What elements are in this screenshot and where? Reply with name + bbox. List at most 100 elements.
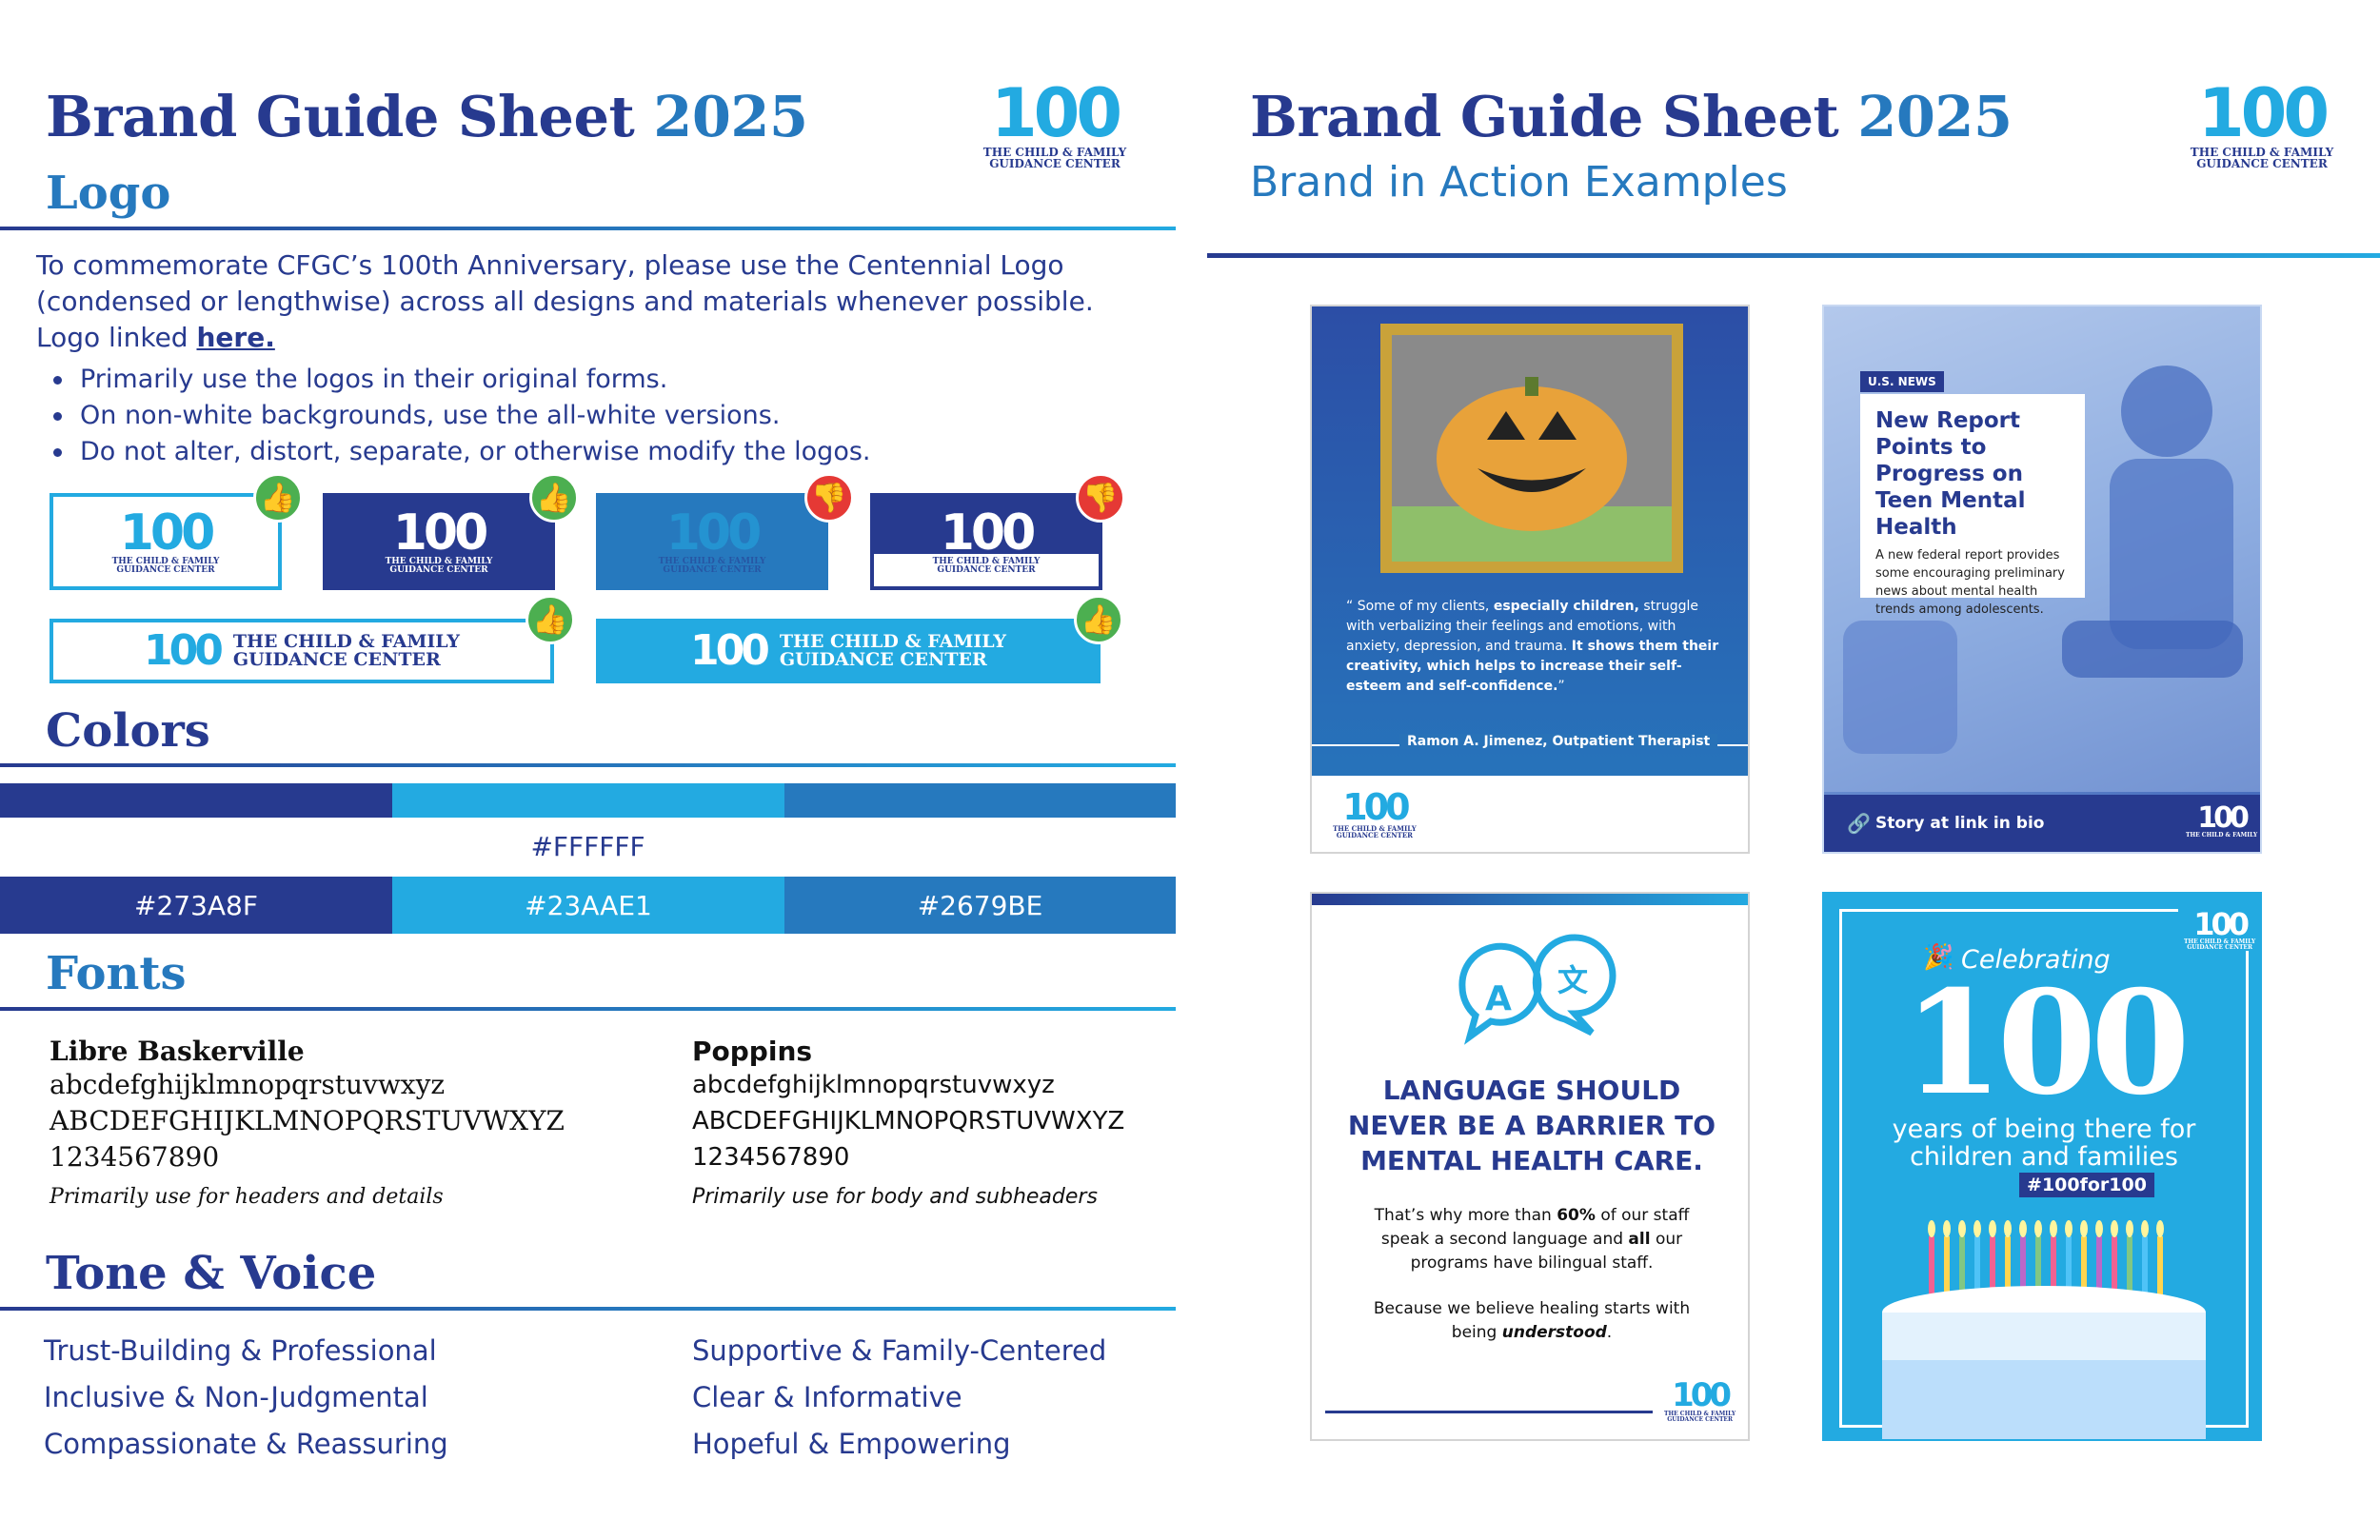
swatch-top-sky — [392, 783, 784, 818]
fonts-section-rule — [0, 1007, 1176, 1011]
logo-example-split-bg: 100 THE CHILD & FAMILY GUIDANCE CENTER — [870, 493, 1102, 590]
quote-plain-1: Some of my clients, — [1357, 599, 1490, 614]
tone-item: Hopeful & Empowering — [692, 1428, 1011, 1460]
language-paragraph-1: That’s why more than 60% of our staff sp… — [1359, 1204, 1704, 1275]
language-card-top-bar — [1312, 894, 1748, 905]
logo-line1: THE CHILD & FAMILY — [232, 631, 460, 652]
logo-variant-incorrect: 100 THE CHILD & FAMILY GUIDANCE CENTER — [933, 508, 1041, 575]
swatch-navy: #273A8F — [0, 877, 392, 934]
logo-variant-incorrect: 100 THE CHILD & FAMILY GUIDANCE CENTER — [659, 508, 766, 575]
logo-number: 100 — [2193, 906, 2250, 942]
logo-line2: GUIDANCE CENTER — [116, 565, 215, 575]
pumpkin-drawing-image — [1392, 335, 1672, 562]
colors-section-heading: Colors — [46, 704, 210, 758]
right-title-text: Brand Guide Sheet — [1250, 84, 1839, 149]
logo-example-wrong-color: 100 THE CHILD & FAMILY GUIDANCE CENTER — [596, 493, 828, 590]
font-name: Libre Baskerville — [50, 1036, 305, 1067]
bullet-item: On non-white backgrounds, use the all-wh… — [36, 398, 871, 434]
celebration-card-logo: 100 THE CHILD & FAMILY GUIDANCE CENTER — [2178, 906, 2260, 951]
logo-long-caption: THE CHILD & FAMILY GUIDANCE CENTER — [780, 633, 1006, 669]
logo-variant-white: 100 THE CHILD & FAMILY GUIDANCE CENTER — [386, 508, 493, 575]
logo-number: 100 — [940, 504, 1037, 562]
swatch-sky: #23AAE1 — [392, 877, 784, 934]
right-page-subtitle: Brand in Action Examples — [1250, 158, 1788, 207]
font-sample-serif: Libre Baskerville abcdefghijklmnopqrstuv… — [50, 1036, 565, 1209]
logo-line2: GUIDANCE CENTER — [389, 565, 488, 575]
logo-line1: THE CHILD & FAMILY — [2184, 938, 2256, 945]
colors-section-rule — [0, 763, 1176, 767]
logo-long-caption: THE CHILD & FAMILY GUIDANCE CENTER — [233, 633, 460, 669]
quote-bold-2: It shows them their creativity, which he… — [1346, 639, 1719, 694]
quote-card-footer: 100 THE CHILD & FAMILY GUIDANCE CENTER — [1312, 776, 1748, 852]
tone-item: Trust-Building & Professional — [44, 1334, 437, 1367]
logo-example-long-sky: 100 THE CHILD & FAMILY GUIDANCE CENTER — [596, 619, 1101, 683]
left-title-text: Brand Guide Sheet — [46, 84, 635, 149]
example-quote-card: “ Some of my clients, especially childre… — [1310, 305, 1750, 854]
right-page-title: Brand Guide Sheet 2025 — [1250, 84, 2013, 149]
logo-number: 100 — [2197, 74, 2330, 152]
logo-variant-color: 100 THE CHILD & FAMILY GUIDANCE CENTER — [112, 508, 220, 575]
tone-item: Compassionate & Reassuring — [44, 1428, 448, 1460]
logo-long-white: 100 THE CHILD & FAMILY GUIDANCE CENTER — [690, 630, 1006, 672]
logo-line2: GUIDANCE CENTER — [989, 157, 1121, 170]
quote-attribution: Ramon A. Jimenez, Outpatient Therapist — [1399, 734, 1718, 749]
language-headline: LANGUAGE SHOULD NEVER BE A BARRIER TO ME… — [1347, 1075, 1716, 1176]
swatch-top-navy — [0, 783, 392, 818]
example-celebration-card: 100 THE CHILD & FAMILY GUIDANCE CENTER 🎉… — [1822, 892, 2262, 1441]
svg-text:A: A — [1485, 979, 1512, 1018]
logo-number: 100 — [144, 626, 224, 675]
lang-p2-b: understood — [1501, 1323, 1607, 1342]
logo-number: 100 — [119, 504, 216, 562]
logo-line2: GUIDANCE CENTER — [2187, 944, 2252, 951]
logo-number: 100 — [1672, 1376, 1732, 1414]
logo-line1: THE CHILD & FAMILY — [658, 557, 766, 566]
tone-item: Supportive & Family-Centered — [692, 1334, 1107, 1367]
quote-plain-2: struggle with verbalizing their feelings… — [1346, 599, 1699, 654]
logo-section-heading: Logo — [46, 167, 171, 220]
swatch-white: #FFFFFF — [0, 818, 1176, 875]
celebration-number: 100 — [1903, 959, 2190, 1127]
language-paragraph-2: Because we believe healing starts with b… — [1359, 1297, 1704, 1345]
logo-number: 100 — [690, 626, 770, 675]
thumbs-down-icon: 👎 — [804, 473, 854, 523]
thumbs-up-icon: 👍 — [253, 473, 303, 523]
font-uppercase: ABCDEFGHIJKLMNOPQRSTUVWXYZ — [50, 1105, 565, 1136]
lang-p1-e: our programs have bilingual staff. — [1410, 1230, 1683, 1273]
thumbs-down-icon: 👎 — [1076, 473, 1125, 523]
font-name: Poppins — [692, 1036, 813, 1067]
celebration-line-2: children and families — [1910, 1142, 2178, 1172]
logo-line1: THE CHILD & FAMILY — [385, 557, 493, 566]
font-lowercase: abcdefghijklmnopqrstuvwxyz — [692, 1071, 1055, 1099]
svg-text:文: 文 — [1557, 962, 1588, 998]
bullet-item: Do not alter, distort, separate, or othe… — [36, 434, 871, 470]
swatch-mid: #2679BE — [784, 877, 1176, 934]
logo-line2: GUIDANCE CENTER — [232, 649, 441, 670]
font-digits: 1234567890 — [692, 1143, 850, 1172]
right-title-year: 2025 — [1857, 84, 2013, 149]
font-uppercase: ABCDEFGHIJKLMNOPQRSTUVWXYZ — [692, 1107, 1125, 1135]
logo-link[interactable]: here. — [196, 322, 275, 353]
logo-number: 100 — [990, 74, 1122, 152]
logo-intro: To commemorate CFGC’s 100th Anniversary,… — [36, 247, 1140, 356]
news-card-footer: 🔗 Story at link in bio 100 THE CHILD & F… — [1824, 795, 2260, 852]
tone-section-rule — [0, 1307, 1176, 1311]
font-usage-note: Primarily use for headers and details — [50, 1185, 444, 1209]
lang-p2-a: Because we believe healing starts with b… — [1373, 1299, 1691, 1342]
quote-card-logo: 100 THE CHILD & FAMILY GUIDANCE CENTER — [1333, 789, 1417, 839]
language-card-logo: 100 THE CHILD & FAMILY GUIDANCE CENTER — [1664, 1379, 1735, 1423]
pumpkin-drawing-frame — [1380, 324, 1683, 573]
logo-line1: THE CHILD & FAMILY — [1664, 1411, 1736, 1417]
logo-line1: THE CHILD & FAMILY — [932, 557, 1041, 566]
cfgc-logo-top-right: 100 THE CHILD & FAMILY GUIDANCE CENTER — [2186, 80, 2338, 169]
logo-bullets: Primarily use the logos in their origina… — [36, 362, 871, 470]
tone-item: Clear & Informative — [692, 1381, 962, 1413]
thumbs-up-icon: 👍 — [529, 473, 579, 523]
lang-p1-d: all — [1628, 1230, 1651, 1249]
example-news-card: U.S. NEWS New Report Points to Progress … — [1822, 305, 2262, 854]
tone-section-heading: Tone & Voice — [46, 1247, 377, 1300]
logo-example-navy: 100 THE CHILD & FAMILY GUIDANCE CENTER — [323, 493, 555, 590]
quote-bold-1: especially children, — [1493, 599, 1639, 614]
tone-item: Inclusive & Non-Judgmental — [44, 1381, 428, 1413]
quote-text: “ Some of my clients, especially childre… — [1346, 599, 1719, 694]
left-title-year: 2025 — [653, 84, 808, 149]
